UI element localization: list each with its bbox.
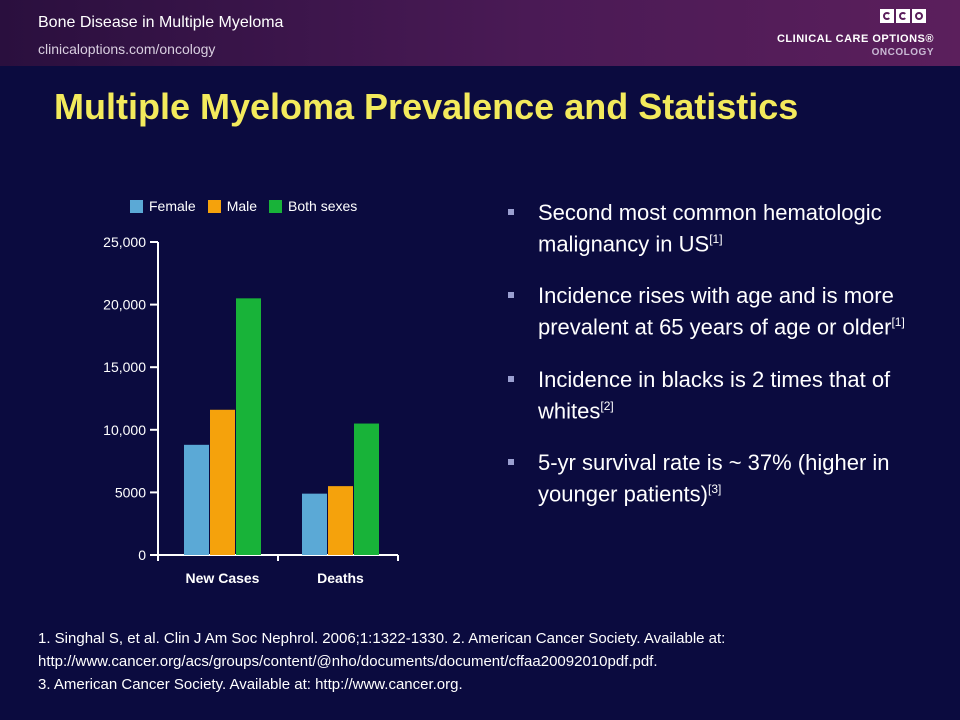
slide-title: Multiple Myeloma Prevalence and Statisti…	[54, 86, 799, 127]
bullet-square-icon	[508, 292, 514, 299]
bullet-text: 5-yr survival rate is ~ 37% (higher in y…	[538, 449, 890, 507]
legend-label-both: Both sexes	[288, 198, 358, 214]
bar-both-sexes	[354, 423, 379, 555]
x-category-label: New Cases	[186, 570, 260, 586]
legend-label-male: Male	[226, 198, 258, 214]
bar-male	[328, 486, 353, 555]
bar-male	[210, 409, 235, 555]
bullet-square-icon	[508, 458, 514, 465]
bullet-ref: [2]	[600, 398, 614, 413]
bullet-item: 5-yr survival rate is ~ 37% (higher in y…	[508, 450, 928, 507]
chart-legend: Female Male Both sexes	[130, 198, 369, 214]
y-tick-label: 20,000	[103, 297, 146, 313]
bullet-list: Second most common hematologic malignanc…	[508, 200, 928, 533]
bullet-item: Incidence in blacks is 2 times that of w…	[508, 367, 928, 424]
bullet-ref: [1]	[891, 315, 905, 330]
y-tick-label: 10,000	[103, 422, 146, 438]
reference-line: 3. American Cancer Society. Available at…	[38, 676, 463, 693]
bar-female	[302, 493, 327, 555]
legend-swatch-both	[269, 199, 283, 213]
bar-chart: 0 5000 10,000 15,000 20,000 25,000 New Cases De…	[103, 234, 399, 586]
bullet-ref: [3]	[708, 481, 722, 496]
legend-item-female: Female	[130, 198, 196, 214]
bar-female	[184, 444, 209, 555]
legend-item-male: Male	[207, 198, 258, 214]
cco-logo-icon	[880, 9, 926, 23]
reference-line: http://www.cancer.org/acs/groups/content…	[38, 653, 658, 670]
bullet-text: Second most common hematologic malignanc…	[538, 200, 882, 257]
legend-swatch-female	[130, 199, 143, 213]
y-tick-label: 5000	[115, 484, 146, 500]
references: 1. Singhal S, et al. Clin J Am Soc Nephr…	[38, 627, 938, 696]
x-category-label: Deaths	[317, 570, 364, 586]
bullet-item: Incidence rises with age and is more pre…	[508, 283, 928, 340]
logo-line2: ONCOLOGY	[871, 47, 934, 58]
bullet-text: Incidence in blacks is 2 times that of w…	[538, 366, 891, 423]
legend-swatch-male	[207, 199, 221, 213]
bullet-text: Incidence rises with age and is more pre…	[538, 283, 894, 340]
y-tick-label: 15,000	[103, 359, 146, 375]
header-title: Bone Disease in Multiple Myeloma	[38, 14, 284, 31]
legend-item-both: Both sexes	[269, 198, 357, 214]
bullet-square-icon	[508, 375, 514, 382]
logo-line1: CLINICAL CARE OPTIONS®	[776, 33, 934, 45]
slide-header: Bone Disease in Multiple Myeloma clinica…	[0, 0, 960, 66]
reference-line: 1. Singhal S, et al. Clin J Am Soc Nephr…	[38, 630, 726, 647]
bar-both-sexes	[236, 298, 261, 555]
y-tick-label: 0	[138, 547, 146, 563]
bullet-ref: [1]	[709, 232, 723, 246]
legend-label-female: Female	[149, 198, 196, 214]
y-tick-label: 25,000	[103, 234, 146, 250]
bullet-square-icon	[508, 209, 514, 215]
header-url: clinicaloptions.com/oncology	[38, 41, 216, 57]
bullet-item: Second most common hematologic malignanc…	[508, 200, 928, 257]
